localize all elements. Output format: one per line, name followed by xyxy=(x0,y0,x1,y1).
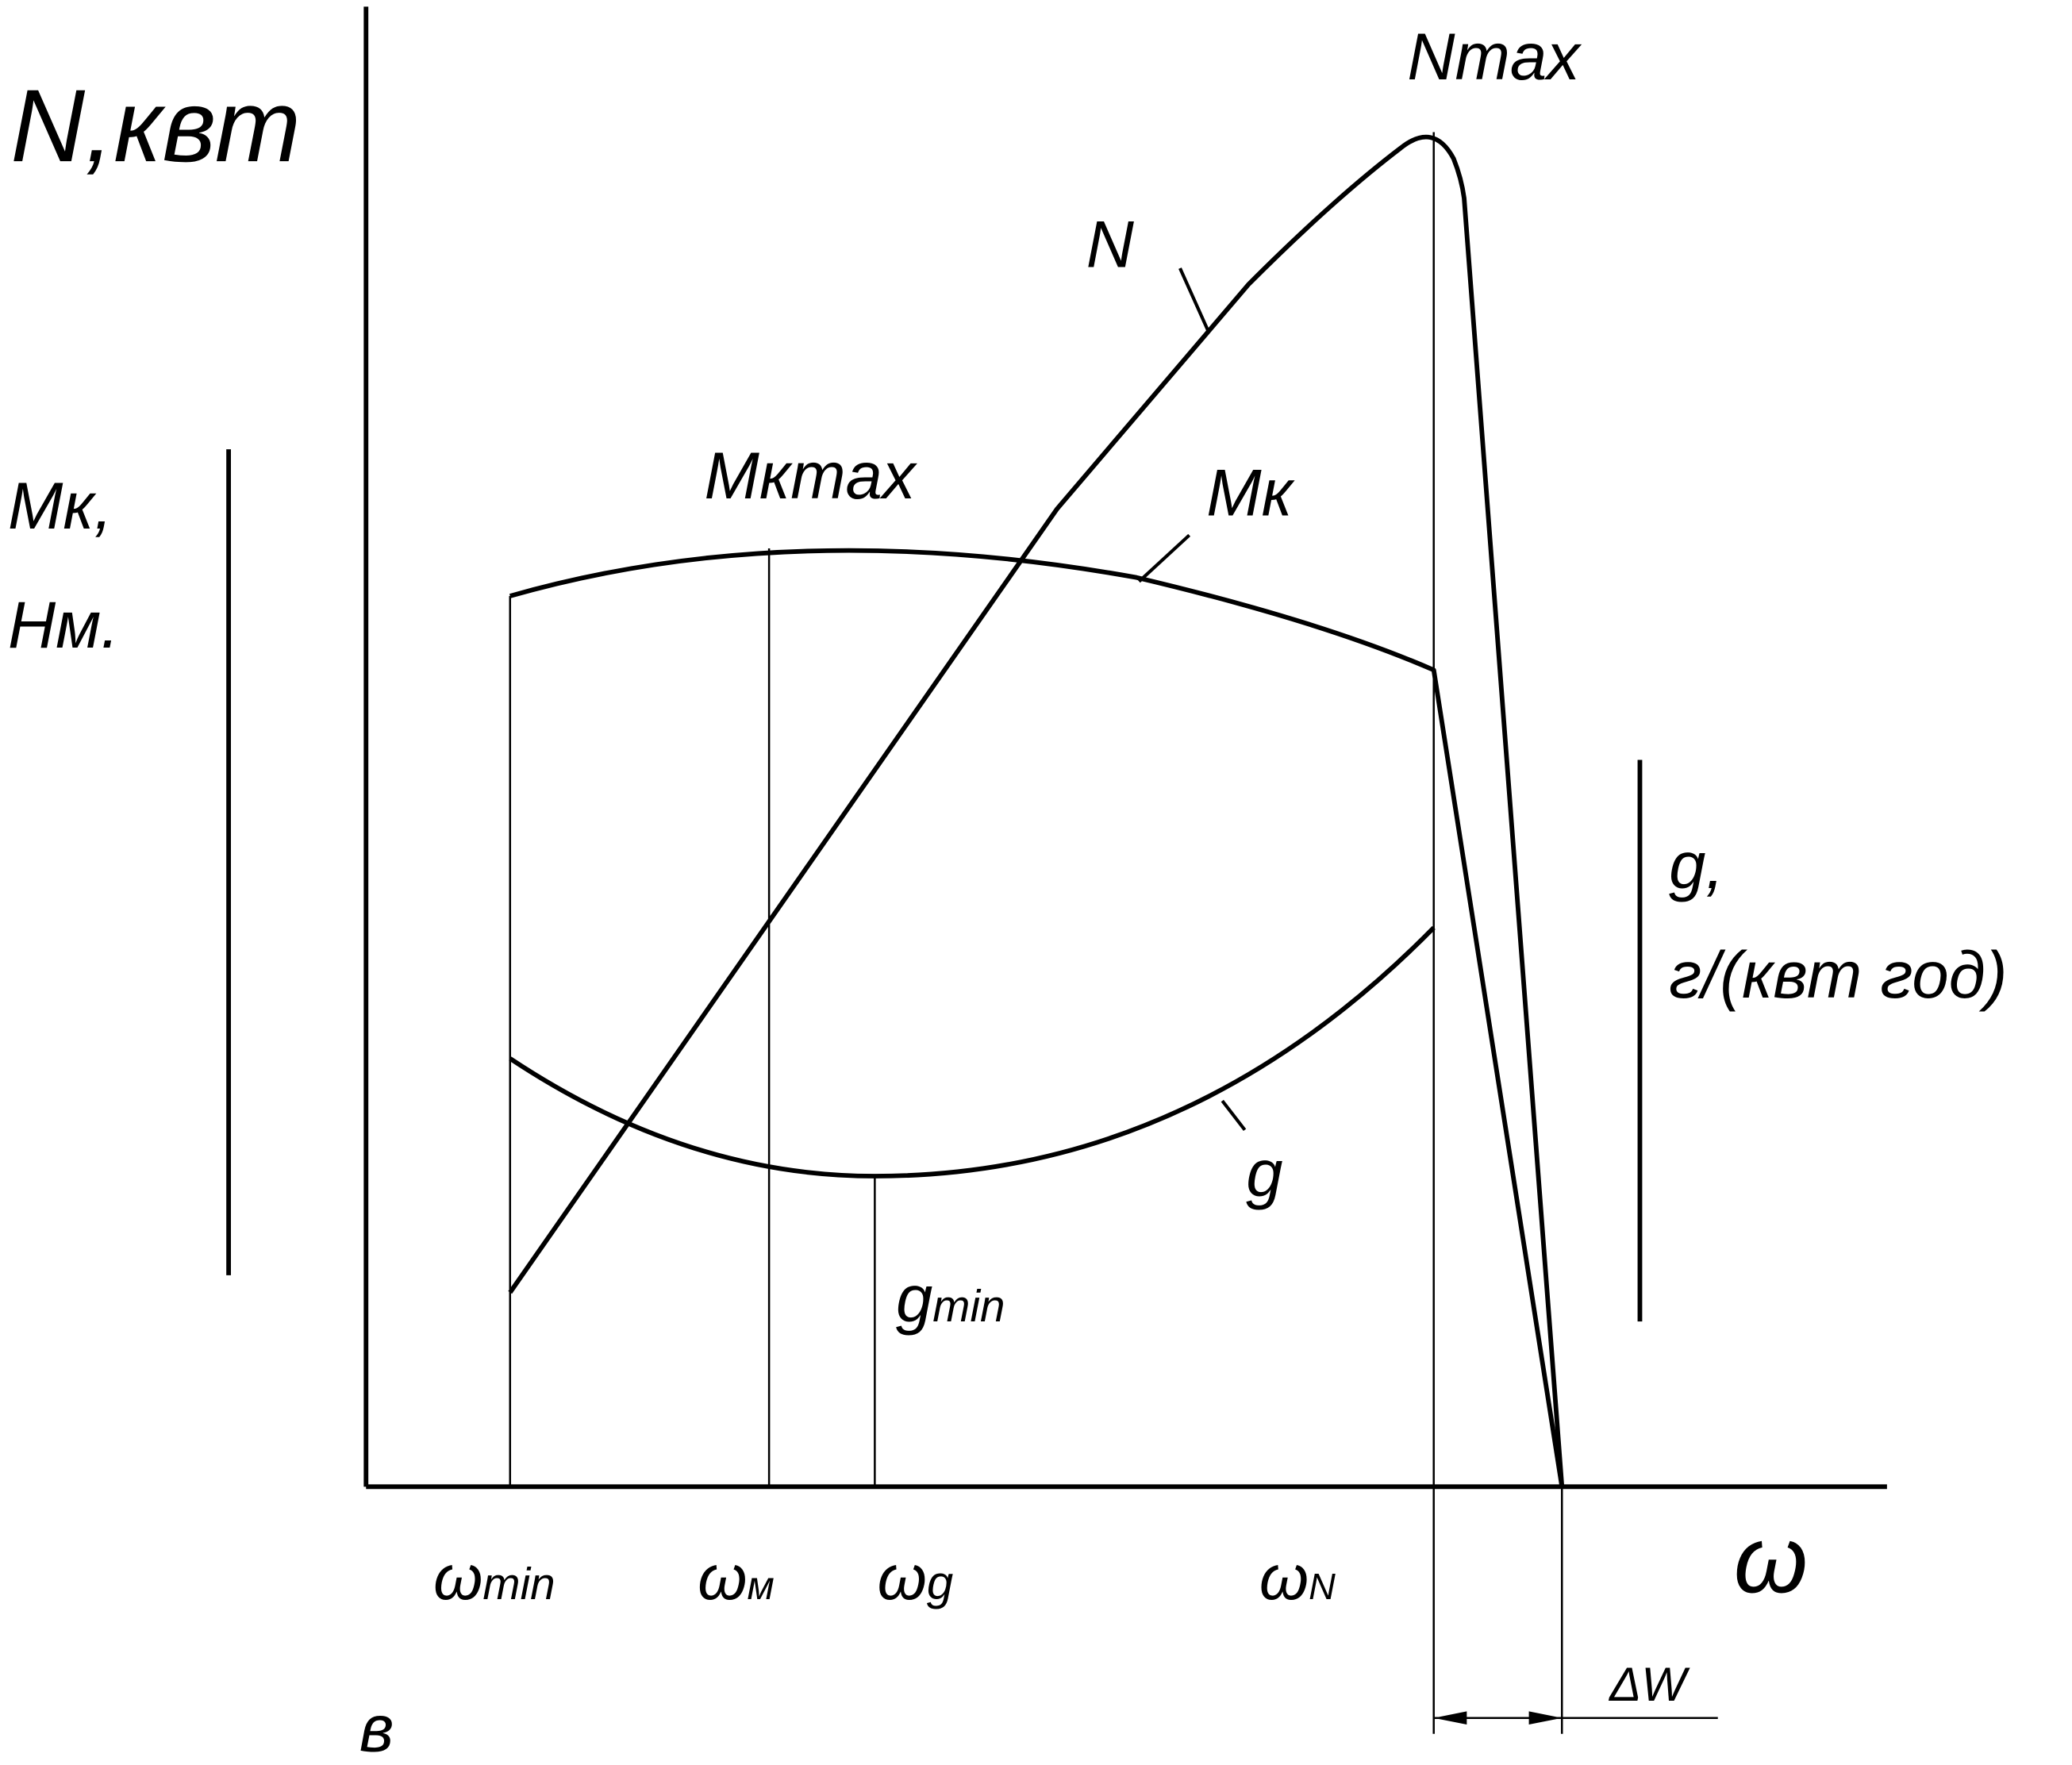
omega-n-main: ω xyxy=(1259,1542,1309,1613)
mk-curve xyxy=(509,548,1565,1487)
arrow-right xyxy=(1528,1711,1563,1725)
mk-max-label: Mкmax xyxy=(705,439,918,513)
omega-g-label: ωg xyxy=(878,1542,954,1613)
arrow-left xyxy=(1433,1711,1467,1725)
omega-m-main: ω xyxy=(698,1542,747,1613)
y-axis-label: N,квт xyxy=(10,67,301,183)
n-label: N xyxy=(1086,207,1135,281)
right-label-2: г/(квт год) xyxy=(1669,938,2007,1012)
figure-letter: в xyxy=(359,1691,394,1765)
left-label-1: Mк, xyxy=(8,469,113,543)
omega-g-main: ω xyxy=(878,1542,927,1613)
omega-min-main: ω xyxy=(433,1542,482,1613)
mk-label: Mк xyxy=(1206,456,1294,529)
omega-m-label: ωм xyxy=(698,1542,774,1613)
n-curve xyxy=(508,134,1565,1487)
omega-min-label: ωmin xyxy=(433,1542,555,1613)
omega-n-label: ωN xyxy=(1259,1542,1336,1613)
g-label: g xyxy=(1246,1136,1282,1210)
x-axis-label: ω xyxy=(1734,1507,1808,1613)
delta-w-label: ΔW xyxy=(1608,1658,1690,1711)
omega-n-sub: N xyxy=(1309,1566,1336,1607)
omega-min-sub: min xyxy=(482,1559,555,1609)
mk-leader xyxy=(1137,533,1191,583)
g-min-label: gmin xyxy=(896,1262,1005,1336)
g-leader xyxy=(1221,1099,1247,1131)
right-label-1: g, xyxy=(1669,829,1724,902)
omega-g-sub: g xyxy=(927,1556,953,1609)
g-min-sub: min xyxy=(932,1281,1005,1331)
n-max-label: Nmax xyxy=(1407,20,1582,94)
g-min-main: g xyxy=(896,1262,932,1336)
n-leader xyxy=(1178,267,1211,334)
omega-m-sub: м xyxy=(747,1563,774,1608)
left-label-2: Нм. xyxy=(8,588,119,662)
g-curve xyxy=(509,925,1436,1179)
